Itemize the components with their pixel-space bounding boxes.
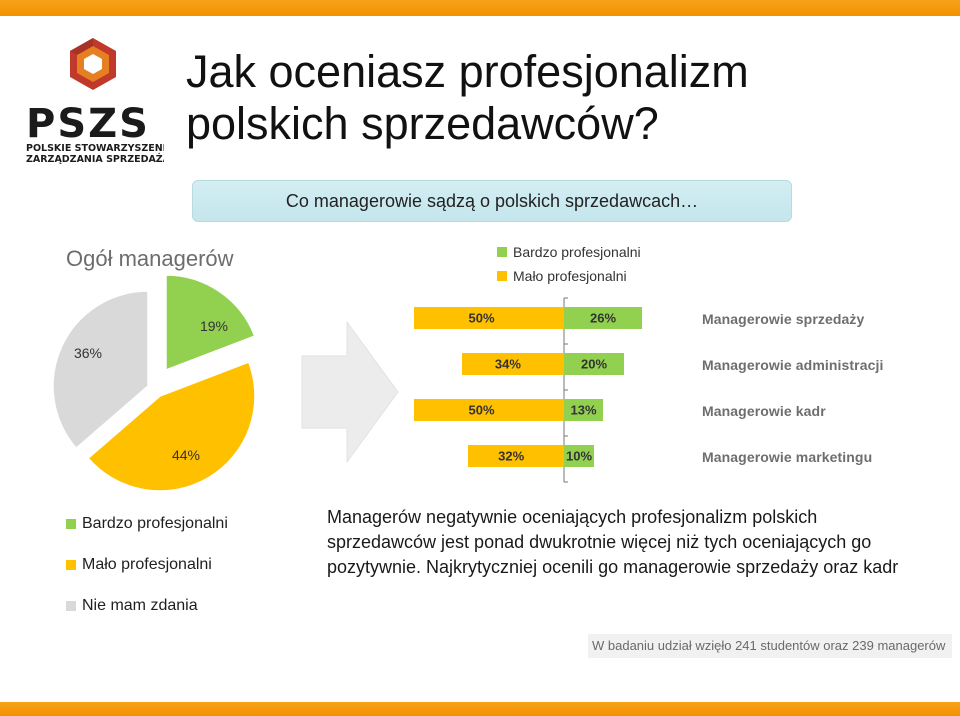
pie-title: Ogół managerów bbox=[66, 246, 234, 271]
bottom-legend-item-green: Bardzo profesjonalni bbox=[66, 515, 228, 533]
logo-hexagon-icon bbox=[70, 38, 116, 90]
bar-positive bbox=[564, 307, 642, 329]
pie-slice bbox=[87, 361, 256, 492]
subtitle-text: Co managerowie sądzą o polskich sprzedaw… bbox=[285, 190, 699, 211]
bar-negative bbox=[414, 399, 564, 421]
bar-positive-label: 13% bbox=[570, 403, 596, 418]
legend-swatch-yellow bbox=[66, 560, 76, 570]
svg-text:POLSKIE STOWARZYSZENIE: POLSKIE STOWARZYSZENIE bbox=[26, 143, 164, 154]
bar-positive bbox=[564, 399, 603, 421]
pie-slice bbox=[52, 290, 149, 450]
svg-text:ZARZĄDZANIA SPRZEDAŻĄ: ZARZĄDZANIA SPRZEDAŻĄ bbox=[26, 154, 164, 165]
legend-label: Nie mam zdania bbox=[82, 597, 198, 614]
category-label-admin: Managerowie administracji bbox=[702, 357, 884, 373]
bar-positive-label: 10% bbox=[566, 449, 592, 464]
bar-positive-label: 20% bbox=[581, 357, 607, 372]
top-legend-item-green: Bardzo profesjonalni bbox=[497, 244, 641, 260]
bottom-legend-item-gray: Nie mam zdania bbox=[66, 597, 198, 615]
legend-label: Bardzo profesjonalni bbox=[513, 244, 641, 260]
bar-positive-label: 26% bbox=[590, 311, 616, 326]
footer-box bbox=[588, 634, 952, 658]
bar-negative-label: 32% bbox=[498, 449, 524, 464]
title-line-1: Jak oceniasz profesjonalizm bbox=[186, 46, 749, 97]
category-label-marketing: Managerowie marketingu bbox=[702, 449, 873, 465]
top-orange-bar bbox=[0, 0, 960, 16]
pie-slice-label: 44% bbox=[172, 447, 200, 463]
legend-label: Mało profesjonalni bbox=[82, 556, 212, 573]
pie-chart: 19% 44% 36% bbox=[52, 274, 256, 492]
pie-slice bbox=[165, 274, 256, 372]
bottom-orange-bar bbox=[0, 702, 960, 716]
pszs-logo: PSZS POLSKIE STOWARZYSZENIE ZARZĄDZANIA … bbox=[26, 38, 164, 165]
category-label-hr: Managerowie kadr bbox=[702, 403, 826, 419]
bar-negative bbox=[414, 307, 564, 329]
pie-slice-label: 19% bbox=[200, 318, 228, 334]
bar-chart: 50% 26% 34% 20% 50% 13% 32% 10% bbox=[414, 297, 642, 483]
bar-negative-label: 50% bbox=[468, 403, 494, 418]
top-legend-item-yellow: Mało profesjonalni bbox=[497, 268, 627, 284]
arrow-right-icon bbox=[301, 320, 399, 464]
legend-label: Bardzo profesjonalni bbox=[82, 515, 228, 532]
summary-text: Managerów negatywnie oceniających profes… bbox=[327, 507, 899, 577]
bar-positive bbox=[564, 445, 594, 467]
bottom-legend-item-yellow: Mało profesjonalni bbox=[66, 556, 212, 574]
legend-swatch-green bbox=[66, 519, 76, 529]
page-title: Jak oceniasz profesjonalizm polskich spr… bbox=[186, 46, 886, 150]
bar-negative bbox=[468, 445, 564, 467]
legend-swatch-gray bbox=[66, 601, 76, 611]
category-label-sales: Managerowie sprzedaży bbox=[702, 311, 865, 327]
pie-slice-label: 36% bbox=[74, 345, 102, 361]
footer-note: W badaniu udział wzięło 241 studentów or… bbox=[592, 638, 946, 653]
bar-negative bbox=[462, 353, 564, 375]
bar-negative-label: 50% bbox=[468, 311, 494, 326]
legend-swatch-yellow bbox=[497, 271, 507, 281]
title-line-2: polskich sprzedawców? bbox=[186, 98, 659, 149]
bar-negative-label: 34% bbox=[495, 357, 521, 372]
subtitle-banner: Co managerowie sądzą o polskich sprzedaw… bbox=[192, 180, 792, 222]
legend-swatch-green bbox=[497, 247, 507, 257]
legend-label: Mało profesjonalni bbox=[513, 268, 627, 284]
svg-text:PSZS: PSZS bbox=[26, 101, 150, 147]
bar-positive bbox=[564, 353, 624, 375]
